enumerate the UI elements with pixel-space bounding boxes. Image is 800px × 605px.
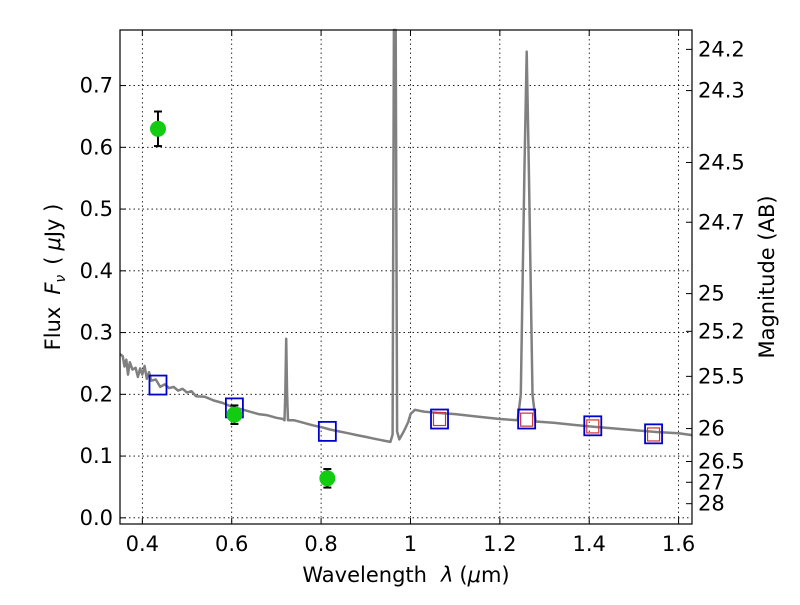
y2-tick-label: 26.5 bbox=[698, 450, 745, 474]
y-tick-label: 0.6 bbox=[80, 135, 113, 159]
y2-tick-label: 27 bbox=[698, 470, 725, 494]
observed-point bbox=[149, 120, 166, 137]
model-photometry-point bbox=[644, 423, 663, 445]
x-tick-label: 0.6 bbox=[215, 532, 248, 556]
model-photometry-inner-point bbox=[432, 411, 447, 427]
y2-tick-label: 25 bbox=[698, 282, 725, 306]
series bbox=[119, 28, 693, 489]
x-tick-label: 1.6 bbox=[662, 532, 695, 556]
model-photometry-point bbox=[517, 408, 537, 430]
model-photometry-point bbox=[430, 408, 449, 430]
y2-tick-label: 26 bbox=[698, 417, 725, 441]
observed-point bbox=[226, 406, 243, 423]
model-photometry-point bbox=[583, 415, 603, 437]
y2-tick-label: 24.5 bbox=[698, 150, 745, 174]
model-spectrum-line bbox=[119, 28, 693, 444]
plot-frame bbox=[119, 29, 693, 525]
y-axis-label: FluxFν(μJy ) bbox=[41, 204, 69, 351]
y2-tick-label: 25.2 bbox=[698, 319, 745, 343]
x-tick-label: 1.2 bbox=[483, 532, 516, 556]
x-axis-label: Wavelength λ (μm) bbox=[302, 563, 509, 587]
y-tick-label: 0.0 bbox=[80, 506, 113, 530]
x-tick-label: 0.8 bbox=[304, 532, 337, 556]
y2-tick-label: 24.2 bbox=[698, 37, 745, 61]
x-tick-label: 0.4 bbox=[126, 532, 159, 556]
y-tick-label: 0.5 bbox=[80, 197, 113, 221]
y2-tick-label: 25.5 bbox=[698, 364, 745, 388]
y-tick-label: 0.3 bbox=[80, 321, 113, 345]
model-photometry-point bbox=[317, 420, 337, 442]
model-photometry-inner-point bbox=[586, 419, 600, 434]
y2-tick-label: 24.7 bbox=[698, 210, 745, 234]
y2-tick-label: 24.3 bbox=[698, 79, 745, 103]
ticks: 0.4 0.6 0.8 1 1.2 1.4 1.6 0.0 0.1 0.2 0.3 0.4 0.5 0.6… bbox=[80, 30, 745, 556]
grid bbox=[120, 30, 692, 524]
model-photometry-inner-point bbox=[646, 427, 661, 442]
x-tick-label: 1 bbox=[404, 532, 417, 556]
y-tick-label: 0.1 bbox=[80, 444, 113, 468]
y2-axis-label: Magnitude (AB) bbox=[755, 195, 779, 358]
model-photometry-point bbox=[148, 374, 168, 396]
y-tick-label: 0.7 bbox=[80, 74, 113, 98]
observed-point bbox=[319, 470, 336, 487]
y-tick-label: 0.4 bbox=[80, 259, 113, 283]
y2-tick-label: 28 bbox=[698, 492, 725, 516]
x-tick-label: 1.4 bbox=[573, 532, 606, 556]
model-photometry-inner-point bbox=[520, 412, 534, 427]
y-tick-label: 0.2 bbox=[80, 382, 113, 406]
